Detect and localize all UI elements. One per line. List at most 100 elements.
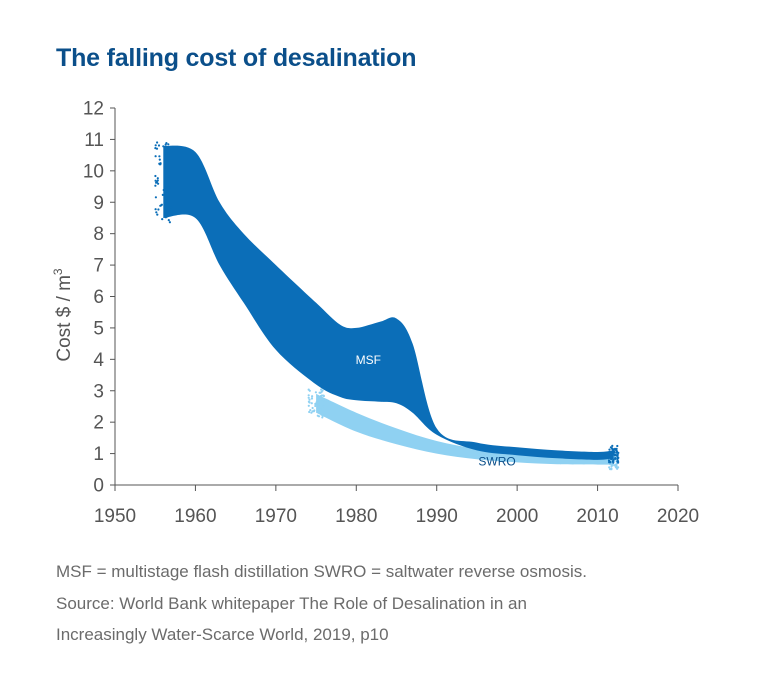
msf-speckle-dot xyxy=(617,461,620,464)
swro-speckle-dot xyxy=(320,388,323,391)
footnote-source-cont: Increasingly Water-Scarce World, 2019, p… xyxy=(56,625,389,644)
x-tick-label: 2020 xyxy=(657,506,699,527)
plot-area: MSF SWRO xyxy=(154,141,620,471)
swro-speckle-dot xyxy=(316,414,319,417)
swro-speckle-dot xyxy=(311,395,314,398)
y-tick-label: 5 xyxy=(93,318,104,339)
msf-speckle-dot xyxy=(158,155,161,158)
msf-speckle-dot xyxy=(609,453,612,456)
x-tick-label: 2000 xyxy=(496,506,538,527)
msf-speckle-dot xyxy=(158,158,161,161)
msf-speckle-dot xyxy=(614,453,617,457)
msf-speckle-dot xyxy=(165,142,168,145)
y-tick-label: 7 xyxy=(93,256,104,277)
msf-speckle-dot xyxy=(167,196,170,199)
swro-speckle-dot xyxy=(311,406,314,410)
msf-speckle-dot xyxy=(165,150,168,153)
series-label-msf: MSF xyxy=(356,353,381,367)
swro-speckle-dot xyxy=(321,414,325,417)
y-tick-label: 2 xyxy=(93,413,104,434)
swro-speckle-dot xyxy=(617,466,620,469)
msf-speckle-dot xyxy=(163,166,166,169)
swro-speckle-dot xyxy=(321,416,324,419)
msf-speckle-dot xyxy=(154,184,157,187)
swro-speckle-dot xyxy=(610,463,613,466)
swro-speckle-dot xyxy=(308,398,311,401)
series-label-swro: SWRO xyxy=(478,455,515,469)
swro-speckle-dot xyxy=(316,401,320,404)
swro-speckle-dot xyxy=(307,404,310,407)
msf-speckle-dot xyxy=(157,182,160,185)
msf-speckle-dot xyxy=(168,221,171,224)
msf-speckle-dot xyxy=(164,209,167,213)
msf-speckle-dot xyxy=(609,450,612,453)
msf-speckle-dot xyxy=(611,453,614,456)
swro-speckle-dot xyxy=(307,400,310,403)
swro-speckle-dot xyxy=(314,402,317,406)
y-axis-label: Cost $ / m3 xyxy=(51,268,75,362)
swro-speckle-dot xyxy=(316,408,319,411)
msf-speckle-dot xyxy=(160,204,163,207)
swro-speckle-dot xyxy=(307,396,310,399)
swro-speckle-dot xyxy=(321,407,324,410)
x-tick-label: 1970 xyxy=(255,506,297,527)
msf-speckle-dot xyxy=(612,450,616,453)
msf-speckle-dot xyxy=(154,174,157,178)
swro-speckle-dot xyxy=(317,396,320,399)
msf-speckle-dot xyxy=(156,177,159,180)
x-tick-label: 1990 xyxy=(416,506,458,527)
msf-speckle-dot xyxy=(155,147,159,150)
msf-band xyxy=(163,145,614,460)
msf-speckle-dot xyxy=(609,461,612,464)
swro-speckle-dot xyxy=(308,389,311,392)
y-tick-label: 0 xyxy=(93,476,104,497)
msf-speckle-dot xyxy=(611,448,614,451)
msf-speckle-dot xyxy=(162,188,165,192)
y-tick-label: 12 xyxy=(83,99,104,120)
y-tick-label: 8 xyxy=(93,224,104,245)
msf-speckle-dot xyxy=(167,147,170,150)
swro-speckle-dot xyxy=(613,464,616,467)
msf-speckle-dot xyxy=(164,186,167,189)
msf-speckle-dot xyxy=(608,448,611,451)
swro-speckle-dot xyxy=(309,409,312,412)
swro-speckle-dot xyxy=(314,404,317,408)
y-tick-label: 1 xyxy=(93,444,104,465)
msf-speckle-dot xyxy=(166,183,169,186)
chart-title: The falling cost of desalination xyxy=(56,44,417,72)
swro-speckle-dot xyxy=(314,391,317,394)
msf-speckle-dot xyxy=(157,208,160,211)
swro-speckle-dot xyxy=(318,391,321,394)
swro-speckle-dot xyxy=(310,397,313,400)
msf-speckle-dot xyxy=(166,215,169,218)
msf-speckle-dot xyxy=(608,455,612,458)
swro-speckle-dot xyxy=(310,402,313,405)
msf-speckle-dot xyxy=(155,211,158,214)
msf-speckle-dot xyxy=(161,218,164,221)
msf-speckle-dot xyxy=(154,179,157,182)
swro-speckle-dot xyxy=(307,394,310,397)
msf-speckle-dot xyxy=(158,163,161,166)
msf-speckle-dot xyxy=(154,155,157,158)
x-tick-label: 1980 xyxy=(335,506,377,527)
x-tick-label: 1960 xyxy=(174,506,216,527)
footnote-abbreviations: MSF = multistage flash distillation SWRO… xyxy=(56,562,587,581)
msf-speckle-dot xyxy=(163,202,166,205)
msf-speckle-dot xyxy=(611,444,614,447)
msf-speckle-dot xyxy=(167,152,170,155)
msf-speckle-dot xyxy=(164,181,167,184)
msf-speckle-dot xyxy=(156,213,159,216)
y-tick-label: 3 xyxy=(93,381,104,402)
msf-speckle-dot xyxy=(162,145,165,148)
msf-speckle-dot xyxy=(154,196,157,199)
x-tick-label: 1950 xyxy=(94,506,136,527)
swro-speckle-start xyxy=(307,388,325,419)
msf-speckle-dot xyxy=(167,175,171,178)
msf-speckle-dot xyxy=(164,213,167,216)
msf-speckle-dot xyxy=(616,457,619,461)
msf-speckle-dot xyxy=(612,461,615,464)
x-tick-label: 2010 xyxy=(576,506,618,527)
msf-speckle-dot xyxy=(169,206,173,209)
